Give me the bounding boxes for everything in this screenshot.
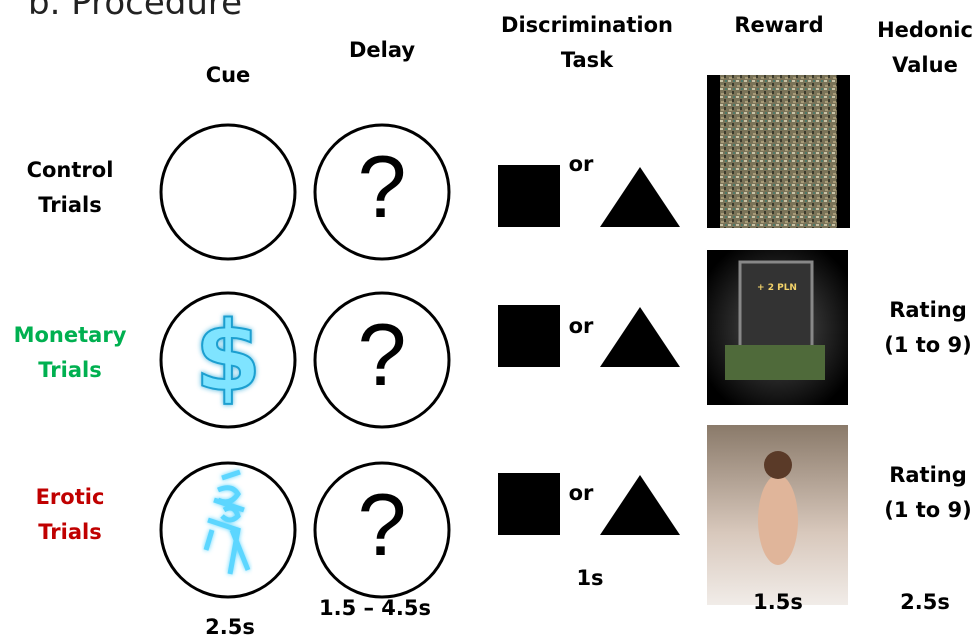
- rating-label: Rating: [889, 298, 967, 322]
- column-header: Discrimination: [501, 13, 673, 37]
- or-label: or: [569, 314, 594, 338]
- column-header: Delay: [349, 38, 415, 62]
- reward-caption: + 2 PLN: [757, 283, 797, 293]
- row-label: Trials: [38, 193, 101, 217]
- row-label: Erotic: [36, 485, 105, 509]
- row-label: Trials: [38, 520, 101, 544]
- procedure-diagram: b. Procedure Cue Delay Discrimination Ta…: [0, 0, 979, 639]
- duration-label: 1s: [576, 566, 603, 590]
- cue-circle: [161, 125, 295, 259]
- row-label: Trials: [38, 358, 101, 382]
- dollar-icon: $: [195, 301, 262, 413]
- triangle-stimulus: [600, 167, 680, 227]
- column-header: Task: [561, 48, 614, 72]
- square-stimulus: [498, 305, 560, 367]
- money-pile: [725, 345, 825, 380]
- or-label: or: [569, 481, 594, 505]
- column-header: Cue: [206, 63, 251, 87]
- column-header: Reward: [734, 13, 823, 37]
- square-stimulus: [498, 473, 560, 535]
- scrambled-image: [720, 75, 837, 228]
- vault-door: [740, 262, 812, 350]
- rating-label: Rating: [889, 463, 967, 487]
- square-stimulus: [498, 165, 560, 227]
- cue-circle: [161, 463, 295, 597]
- triangle-stimulus: [600, 307, 680, 367]
- figure: [758, 475, 798, 565]
- column-header: Value: [892, 53, 958, 77]
- title: b. Procedure: [28, 0, 242, 23]
- rating-label: (1 to 9): [884, 498, 972, 522]
- duration-label: 1.5 – 4.5s: [319, 596, 431, 620]
- duration-label: 2.5s: [205, 615, 255, 639]
- duration-label: 2.5s: [900, 590, 950, 614]
- question-mark: ?: [358, 137, 407, 236]
- row-label: Monetary: [14, 323, 127, 347]
- question-mark: ?: [358, 305, 407, 404]
- or-label: or: [569, 152, 594, 176]
- triangle-stimulus: [600, 475, 680, 535]
- row-label: Control: [27, 158, 114, 182]
- column-header: Hedonic: [877, 18, 973, 42]
- question-mark: ?: [358, 475, 407, 574]
- duration-label: 1.5s: [753, 590, 803, 614]
- figure: [764, 451, 792, 479]
- rating-label: (1 to 9): [884, 333, 972, 357]
